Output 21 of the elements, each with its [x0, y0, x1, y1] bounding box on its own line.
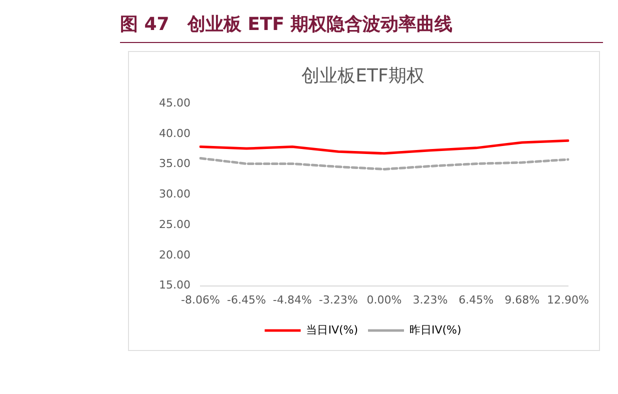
chart-title: 图 47 创业板 ETF 期权隐含波动率曲线 — [120, 8, 603, 43]
y-tick-label: 20.00 — [158, 248, 190, 262]
x-tick-label: -3.23% — [318, 293, 358, 306]
legend-label: 当日IV(%) — [306, 323, 358, 336]
y-tick-label: 45.00 — [158, 96, 190, 110]
x-tick-label: 9.68% — [504, 293, 540, 306]
legend-label: 昨日IV(%) — [410, 323, 462, 336]
x-tick-label: -4.84% — [272, 293, 312, 306]
chart-subtitle: 创业板ETF期权 — [302, 65, 424, 86]
x-tick-label: 6.45% — [458, 293, 494, 306]
y-tick-label: 40.00 — [158, 126, 190, 140]
x-tick-label: -8.06% — [181, 293, 220, 306]
x-tick-label: 12.90% — [547, 293, 590, 306]
y-tick-label: 25.00 — [158, 218, 190, 231]
y-tick-label: 35.00 — [158, 157, 190, 170]
y-tick-label: 30.00 — [158, 188, 190, 201]
y-tick-label: 15.00 — [158, 278, 190, 292]
x-tick-label: -6.45% — [226, 293, 266, 306]
x-tick-label: 0.00% — [366, 293, 402, 306]
x-tick-label: 3.23% — [412, 293, 448, 306]
line-series — [199, 157, 570, 170]
